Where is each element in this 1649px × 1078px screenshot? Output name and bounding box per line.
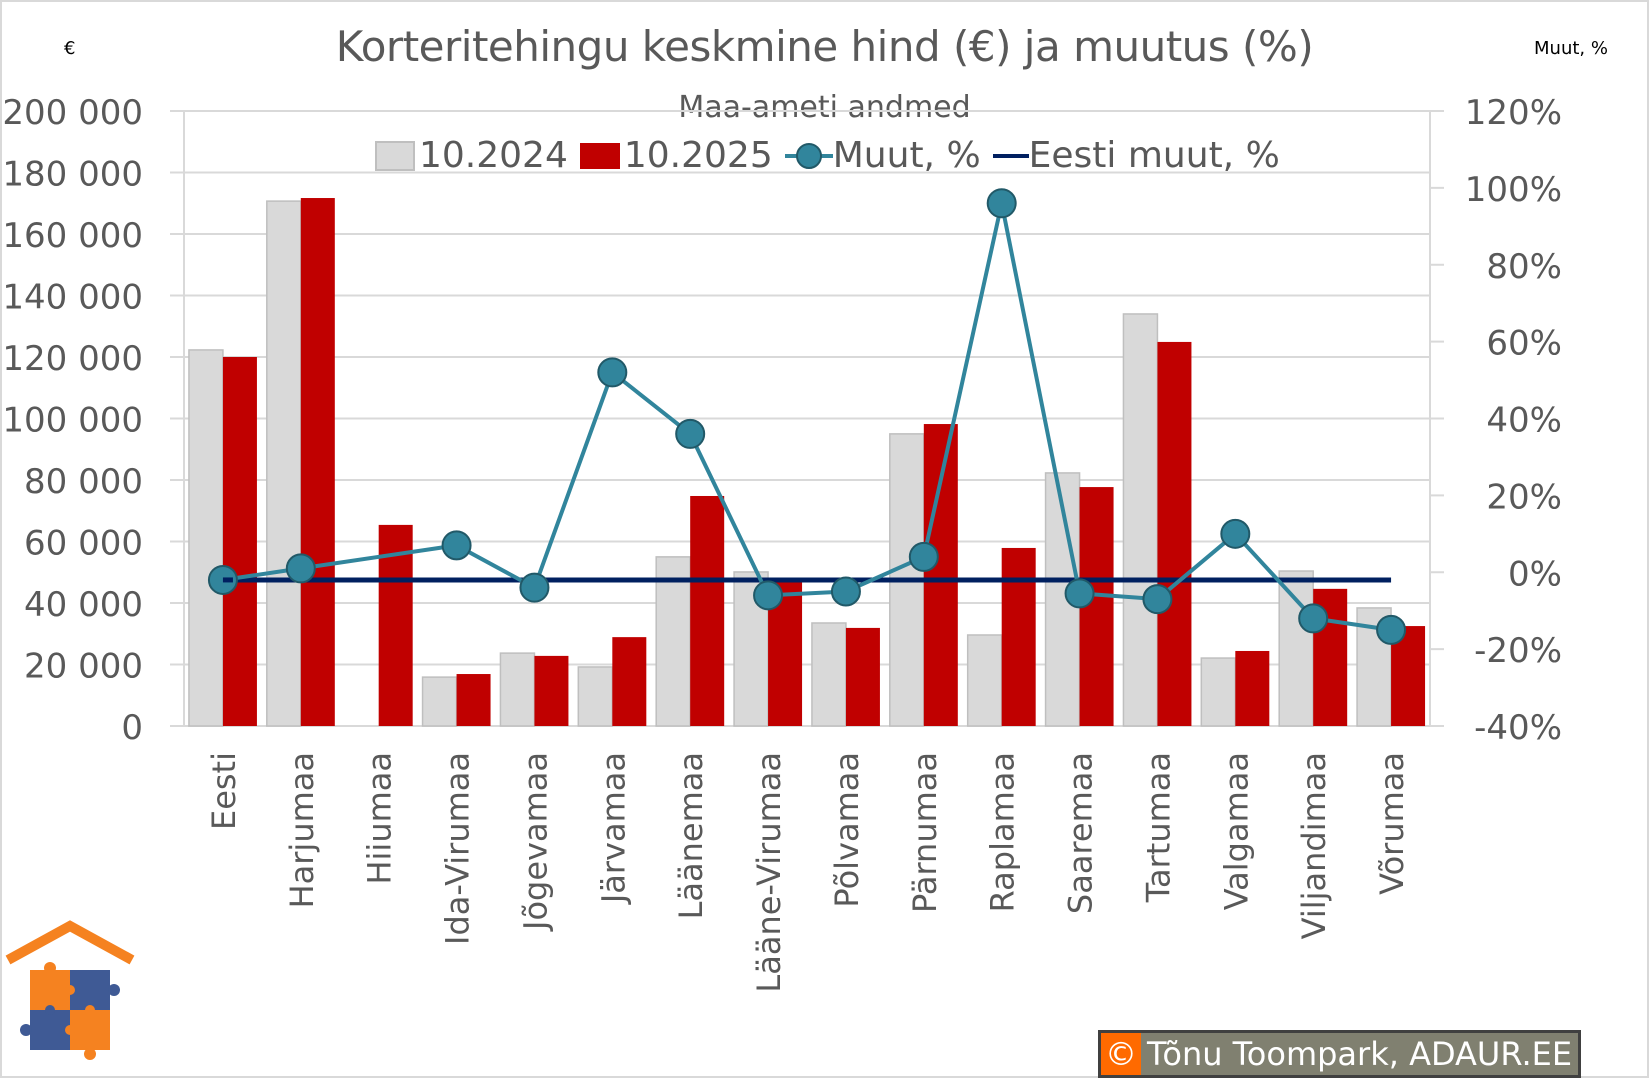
copyright-text: Tõnu Toompark, ADAUR.EE xyxy=(1147,1035,1573,1073)
legend-item-2024: 10.2024 xyxy=(375,135,568,176)
legend-label-2024: 10.2024 xyxy=(419,135,568,176)
legend-label-2025: 10.2025 xyxy=(623,135,773,176)
copyright-icon: © xyxy=(1101,1033,1141,1075)
legend: 10.2024 10.2025 Muut, % Eesti muut, % xyxy=(375,135,1292,176)
legend-swatch-2025 xyxy=(579,142,620,169)
chart-title: Korteritehingu keskmine hind (€) ja muut… xyxy=(335,22,1314,71)
left-axis-unit: € xyxy=(64,38,76,59)
logo-house-puzzle-icon xyxy=(5,920,135,1060)
legend-line-marker-icon xyxy=(784,142,833,169)
copyright-badge: © Tõnu Toompark, ADAUR.EE xyxy=(1098,1030,1582,1078)
right-axis-unit: Muut, % xyxy=(1534,38,1608,59)
legend-item-muut: Muut, % xyxy=(784,135,981,176)
legend-swatch-2024 xyxy=(375,140,415,171)
legend-item-2025: 10.2025 xyxy=(579,135,773,176)
legend-line-icon xyxy=(992,153,1029,158)
legend-label-muut: Muut, % xyxy=(832,135,981,176)
legend-item-eesti-muut: Eesti muut, % xyxy=(992,135,1280,176)
chart-subtitle: Maa-ameti andmed xyxy=(678,90,971,125)
legend-label-eesti-muut: Eesti muut, % xyxy=(1028,135,1280,176)
